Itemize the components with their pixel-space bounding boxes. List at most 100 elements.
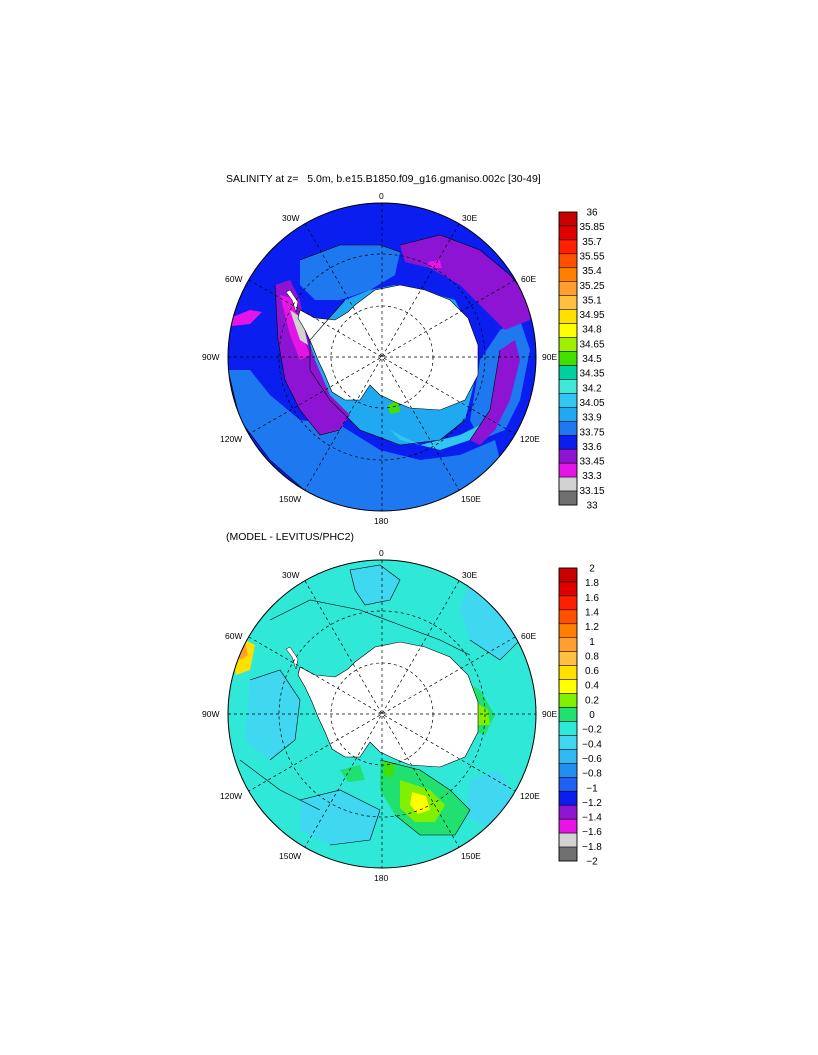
longitude-labels: 0 30E 60E 90E 120E 150E 180 150W 120W 90… (202, 191, 557, 526)
lon-label-150w: 150W (279, 494, 301, 504)
colorbar-label: 0.6 (585, 666, 599, 677)
colorbar-swatch (558, 665, 578, 680)
panel1-title: SALINITY at z= 5.0m, b.e15.B1850.f09_g16… (226, 173, 541, 185)
colorbar-label: 1.2 (585, 622, 599, 633)
colorbar-swatch (558, 309, 578, 324)
colorbar-swatch (558, 379, 578, 394)
colorbar-swatch (558, 609, 578, 625)
colorbar-swatch (558, 351, 578, 366)
colorbar-swatch (558, 253, 578, 269)
colorbar-label: 34.35 (579, 369, 604, 380)
lon-label-90e: 90E (542, 709, 557, 719)
lon-label-180: 180 (374, 516, 388, 526)
colorbar-swatch (558, 581, 578, 597)
colorbar-label: 33.9 (582, 413, 602, 424)
panel2-title: (MODEL - LEVITUS/PHC2) (226, 531, 354, 543)
colorbar-swatch (558, 225, 578, 241)
difference-colorbar: 2 1.8 1.6 1.4 1.2 1 0.8 0.6 0.4 0.2 0 −0.2 −0.4 −0.6 −… (558, 564, 602, 868)
lon-label-0: 0 (379, 548, 384, 558)
colorbar-label: 35.7 (582, 237, 602, 248)
lon-label-120w: 120W (220, 434, 242, 444)
colorbar-label: 35.55 (579, 251, 604, 262)
longitude-labels-2: 0 30E 60E 90E 120E 150E 180 150W 120W 90… (202, 548, 557, 883)
colorbar-swatch (558, 763, 578, 778)
colorbar-swatch (558, 462, 578, 478)
colorbar-label: 0.4 (585, 681, 599, 692)
lon-label-60w: 60W (225, 274, 242, 284)
colorbar-swatch (558, 295, 578, 310)
lon-label-60w: 60W (225, 631, 242, 641)
lon-label-60e: 60E (521, 631, 536, 641)
colorbar-swatch (558, 804, 578, 820)
graticule (228, 203, 536, 511)
colorbar-label: 34.95 (579, 310, 604, 321)
colorbar-swatch (558, 393, 578, 408)
colorbar-swatch (558, 721, 578, 736)
colorbar-swatch (558, 211, 578, 227)
colorbar-swatch (558, 434, 578, 450)
colorbar-frame (558, 567, 578, 862)
colorbar-swatch (558, 365, 578, 380)
colorbar-label: −1.2 (582, 798, 602, 809)
lon-label-90w: 90W (202, 709, 219, 719)
difference-map: 0 30E 60E 90E 120E 150E 180 150W 120W 90… (202, 548, 602, 883)
lon-label-120e: 120E (520, 791, 540, 801)
colorbar-label: 34.5 (582, 354, 602, 365)
lon-label-0: 0 (379, 191, 384, 201)
colorbar-label: −2 (586, 857, 598, 868)
lon-label-90e: 90E (542, 352, 557, 362)
colorbar-swatch (558, 595, 578, 611)
colorbar-label: 1.6 (585, 593, 599, 604)
colorbar-label: 2 (589, 564, 595, 575)
colorbar-swatch (558, 846, 578, 862)
colorbar-label: 35.25 (579, 281, 604, 292)
colorbar-swatch (558, 239, 578, 255)
colorbar-swatch (558, 567, 578, 583)
colorbar-swatch (558, 707, 578, 722)
colorbar-label: 33.45 (579, 457, 604, 468)
lon-label-90w: 90W (202, 352, 219, 362)
colorbar-label: 33.6 (582, 442, 602, 453)
lon-label-150w: 150W (279, 851, 301, 861)
colorbar-frame (558, 211, 578, 506)
colorbar-swatch (558, 421, 578, 436)
colorbar-label: 35.1 (582, 295, 602, 306)
colorbar-swatch (558, 679, 578, 694)
colorbar-label: 0 (589, 710, 595, 721)
colorbar-label: 35.4 (582, 266, 602, 277)
colorbar-swatch (558, 323, 578, 338)
colorbar-swatch (558, 490, 578, 506)
salinity-map: 0 30E 60E 90E 120E 150E 180 150W 120W 90… (202, 191, 605, 526)
colorbar-label: −1.4 (582, 813, 602, 824)
colorbar-label: −1.8 (582, 842, 602, 853)
lon-label-30e: 30E (462, 570, 477, 580)
colorbar-swatch (558, 749, 578, 764)
colorbar-label: 1.8 (585, 578, 599, 589)
colorbar-swatch (558, 832, 578, 848)
lon-label-30w: 30W (282, 570, 299, 580)
lon-label-180: 180 (374, 873, 388, 883)
colorbar-swatch (558, 476, 578, 492)
colorbar-label: −1.6 (582, 827, 602, 838)
lon-label-60e: 60E (521, 274, 536, 284)
colorbar-label: 0.2 (585, 695, 599, 706)
colorbar-label: 33.3 (582, 471, 602, 482)
lon-label-30w: 30W (282, 213, 299, 223)
colorbar-swatch (558, 637, 578, 652)
colorbar-label: 33.75 (579, 427, 604, 438)
lon-label-120w: 120W (220, 791, 242, 801)
colorbar-swatch (558, 735, 578, 750)
colorbar-label: −0.8 (582, 769, 602, 780)
colorbar-label: 34.2 (582, 383, 602, 394)
colorbar-label: 36 (586, 208, 598, 219)
colorbar-swatch (558, 790, 578, 806)
colorbar-swatch (558, 267, 578, 283)
colorbar-label: −0.4 (582, 739, 602, 750)
lon-label-150e: 150E (461, 494, 481, 504)
colorbar-label: 34.8 (582, 325, 602, 336)
colorbar-label: −0.2 (582, 725, 602, 736)
colorbar-swatch (558, 818, 578, 834)
colorbar-swatch (558, 337, 578, 352)
lon-label-120e: 120E (520, 434, 540, 444)
